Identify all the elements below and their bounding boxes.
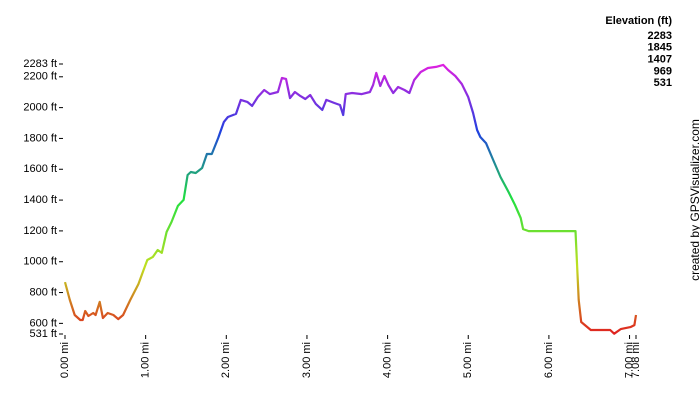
legend-entry: 531	[654, 77, 672, 89]
x-tick-label: 3.00 mi	[301, 342, 313, 378]
y-tick-label: 1000 ft	[23, 256, 57, 268]
y-tick-label: 1600 ft	[23, 163, 57, 175]
elevation-line	[63, 63, 638, 335]
x-tick-label: 5.00 mi	[462, 342, 474, 378]
y-tick-label: 2200 ft	[23, 71, 57, 83]
x-tick-label: 4.00 mi	[382, 342, 394, 378]
y-tick-label: 1400 ft	[23, 194, 57, 206]
y-tick-label: 2283 ft	[23, 58, 57, 70]
x-tick-label: 7.08 mi	[630, 342, 642, 378]
credit: created by GPSVisualizer.com	[688, 119, 700, 281]
legend-title: Elevation (ft)	[605, 15, 672, 27]
y-tick-label: 1200 ft	[23, 225, 57, 237]
x-tick-label: 0.00 mi	[59, 342, 71, 378]
legend-entry: 969	[654, 65, 672, 77]
y-tick-label: 531 ft	[29, 328, 57, 340]
legend-entry: 2283	[648, 30, 672, 42]
y-tick-label: 600 ft	[29, 317, 57, 329]
x-tick-label: 6.00 mi	[543, 342, 555, 378]
x-tick-label: 7.00 mi	[623, 342, 635, 378]
legend-entry: 1407	[648, 54, 672, 66]
x-tick-label: 1.00 mi	[140, 342, 152, 378]
x-tick-label: 2.00 mi	[220, 342, 232, 378]
y-tick-label: 2000 ft	[23, 102, 57, 114]
y-tick-label: 800 ft	[29, 286, 57, 298]
legend-entry: 1845	[648, 42, 672, 54]
y-tick-label: 1800 ft	[23, 132, 57, 144]
